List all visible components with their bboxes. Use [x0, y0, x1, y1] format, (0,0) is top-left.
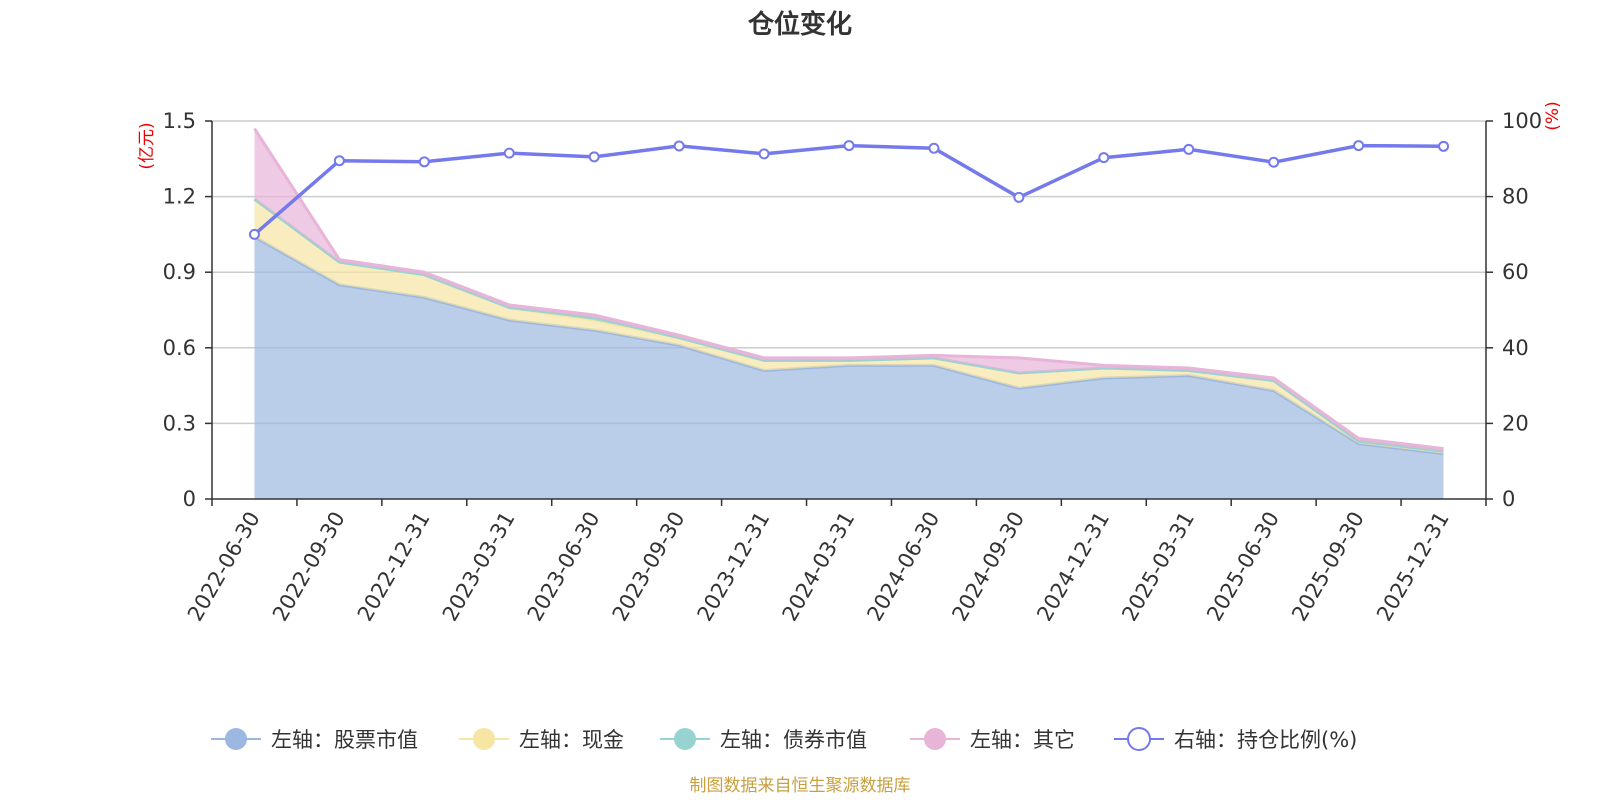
holding-ratio-point: [248, 228, 260, 240]
legend: 左轴：股票市值 左轴：现金 左轴：债券市值 左轴：其它 右轴：持仓比例(%): [211, 727, 1357, 752]
left-axis-tick-label: 0.3: [163, 411, 196, 435]
holding-ratio-path: [253, 143, 1444, 236]
left-axis-unit: (亿元): [137, 122, 157, 169]
left-axis-tick-label: 1.2: [163, 185, 196, 209]
stacked-areas: [253, 127, 1444, 499]
legend-marker: [924, 728, 946, 750]
holding-ratio-point: [588, 151, 600, 163]
left-axis-tick-label: 0: [183, 487, 196, 511]
area-series-0: [254, 236, 1444, 499]
right-axis-tick-label: 80: [1502, 185, 1529, 209]
holding-ratio-point: [1013, 191, 1025, 203]
left-axis-tick-label: 1.5: [163, 109, 196, 133]
x-axis-tick-label: 2022-09-30: [268, 508, 350, 626]
legend-marker: [674, 728, 696, 750]
holding-ratio-point: [1183, 143, 1195, 155]
holding-ratio-point: [928, 142, 940, 154]
x-axis-tick-label: 2023-03-31: [438, 508, 520, 626]
legend-label: 左轴：股票市值: [271, 728, 418, 752]
right-axis-tick-label: 0: [1502, 487, 1515, 511]
x-axis-tick-label: 2022-06-30: [183, 508, 265, 626]
legend-label: 右轴：持仓比例(%): [1174, 728, 1357, 752]
holding-ratio-point: [758, 148, 770, 160]
x-axis-tick-label: 2023-09-30: [608, 508, 690, 626]
legend-item-1: 左轴：现金: [459, 728, 624, 752]
legend-item-0: 左轴：股票市值: [211, 728, 418, 752]
legend-marker: [473, 728, 495, 750]
holding-ratio-point: [1353, 140, 1365, 152]
holding-ratio-point: [418, 156, 430, 168]
left-axis-tick-label: 0.9: [163, 260, 196, 284]
legend-label: 左轴：现金: [519, 728, 624, 752]
holding-ratio-point: [1438, 140, 1450, 152]
legend-label: 左轴：其它: [970, 728, 1075, 752]
legend-item-4: 右轴：持仓比例(%): [1114, 727, 1357, 752]
legend-label: 左轴：债券市值: [720, 728, 867, 752]
x-axis-tick-label: 2023-06-30: [523, 508, 605, 626]
holding-ratio-line: [248, 140, 1450, 240]
x-axis-tick-label: 2024-12-31: [1032, 508, 1114, 626]
holding-ratio-point: [333, 155, 345, 167]
x-axis-tick-label: 2025-12-31: [1372, 508, 1454, 626]
legend-item-3: 左轴：其它: [910, 728, 1075, 752]
right-axis-tick-label: 40: [1502, 336, 1529, 360]
source-note: 制图数据来自恒生聚源数据库: [690, 776, 911, 796]
legend-marker: [225, 728, 247, 750]
x-axis-tick-label: 2024-09-30: [947, 508, 1029, 626]
left-axis-tick-label: 0.6: [163, 336, 196, 360]
chart-title: 仓位变化: [747, 9, 852, 40]
right-axis-unit: (%): [1543, 101, 1563, 130]
x-axis-tick-label: 2025-03-31: [1117, 508, 1199, 626]
legend-marker: [1127, 727, 1151, 751]
holding-ratio-point: [1268, 156, 1280, 168]
holding-ratio-point: [1098, 152, 1110, 164]
legend-item-2: 左轴：债券市值: [660, 728, 867, 752]
x-axis-tick-label: 2023-12-31: [693, 508, 775, 626]
x-axis-tick-label: 2024-06-30: [862, 508, 944, 626]
x-axis-tick-label: 2025-06-30: [1202, 508, 1284, 626]
area-edge-series-3: [253, 127, 1444, 451]
x-axis-tick-label: 2022-12-31: [353, 508, 435, 626]
x-axis-tick-label: 2025-09-30: [1287, 508, 1369, 626]
holding-ratio-point: [843, 140, 855, 152]
holding-ratio-point: [503, 147, 515, 159]
right-axis-tick-label: 20: [1502, 411, 1529, 435]
x-axis-tick-label: 2024-03-31: [778, 508, 860, 626]
right-axis-tick-label: 100: [1502, 109, 1542, 133]
holding-ratio-point: [673, 140, 685, 152]
right-axis-tick-label: 60: [1502, 260, 1529, 284]
